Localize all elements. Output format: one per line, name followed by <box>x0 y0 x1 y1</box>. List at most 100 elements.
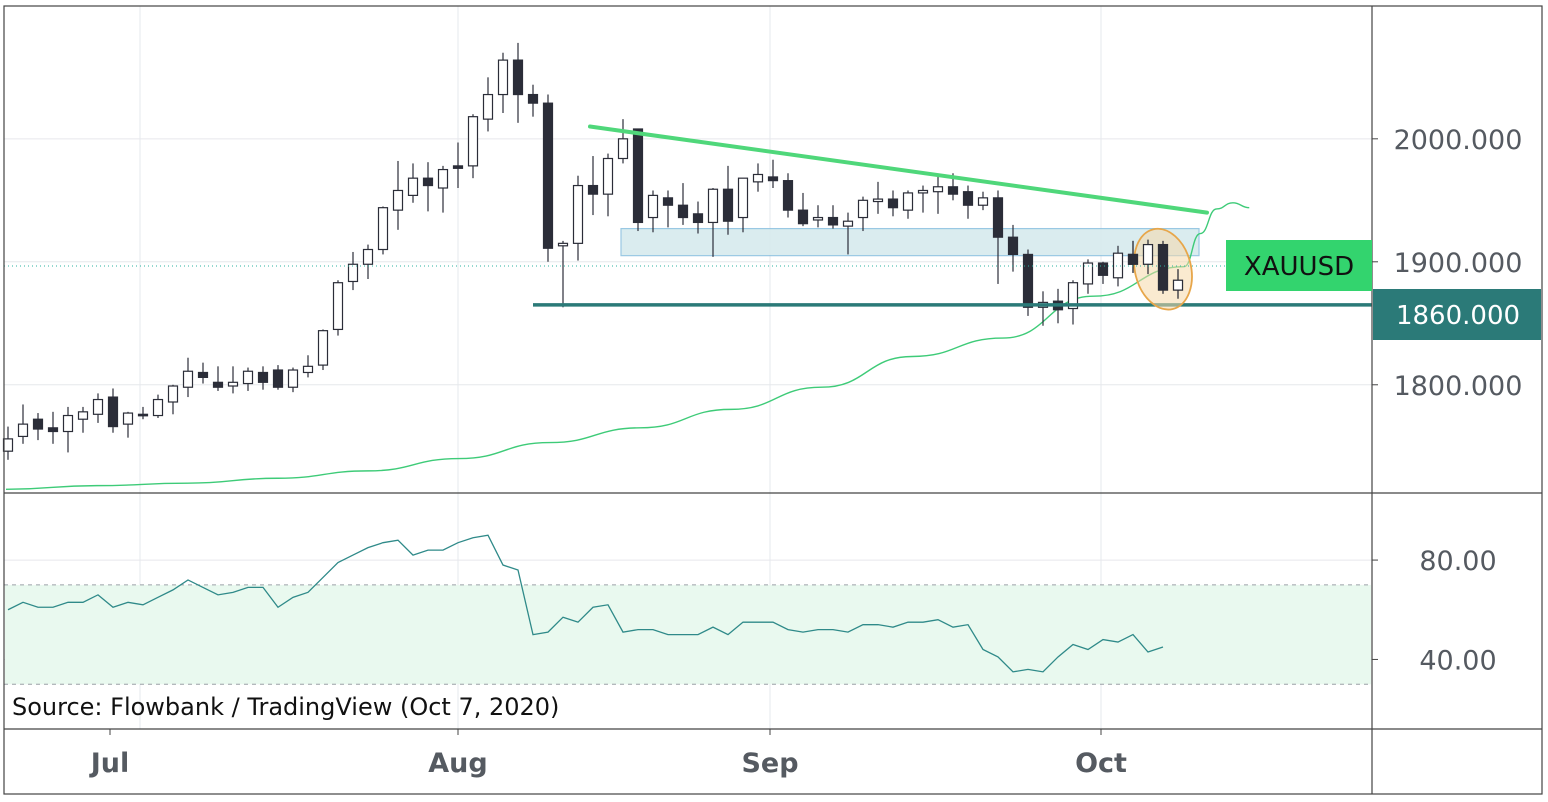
bullish-candle <box>647 190 659 233</box>
descending-trendline <box>588 124 1209 215</box>
candle-body <box>362 248 374 265</box>
candle-body <box>137 413 149 417</box>
candle-body <box>257 371 269 383</box>
symbol-badge: XAUUSD <box>1226 240 1372 291</box>
bullish-candle <box>872 181 884 214</box>
bullish-candle <box>437 165 449 213</box>
candle-body <box>737 177 749 219</box>
candle-body <box>377 207 389 251</box>
bullish-candle <box>1082 259 1094 294</box>
candle-body <box>857 199 869 219</box>
bearish-candle <box>722 165 734 235</box>
bullish-candle <box>617 119 629 164</box>
candle-body <box>242 370 254 385</box>
bearish-candle <box>992 190 1004 284</box>
bearish-candle <box>257 366 269 390</box>
bullish-candle <box>842 212 854 255</box>
candle-body <box>317 330 329 366</box>
bearish-candle <box>797 192 809 227</box>
candle-body <box>167 385 179 403</box>
bullish-candle <box>1112 245 1124 287</box>
candle-body <box>1112 252 1124 279</box>
time-axis: Jul Aug Sep Oct <box>89 729 1127 779</box>
candle-body <box>212 381 224 388</box>
candle-body <box>32 418 44 430</box>
bullish-candle <box>377 206 389 255</box>
candle-body <box>887 198 899 209</box>
candle-body <box>797 209 809 225</box>
symbol-label: XAUUSD <box>1244 252 1354 282</box>
candle-body <box>572 184 584 244</box>
bullish-candle <box>317 329 329 371</box>
candle-body <box>677 204 689 219</box>
candle-body <box>62 414 74 433</box>
bullish-candle <box>362 244 374 280</box>
bearish-candle <box>632 128 644 232</box>
price-marker-badge: 1860.000 <box>1373 289 1541 340</box>
candle-body <box>302 365 314 374</box>
bullish-candle <box>77 406 89 433</box>
candle-body <box>617 138 629 160</box>
candle-body <box>1097 262 1109 276</box>
candle-body <box>1067 282 1079 310</box>
candle-body <box>932 186 944 193</box>
bullish-candle <box>1172 269 1184 299</box>
bearish-candle <box>422 162 434 212</box>
candle-body <box>977 197 989 206</box>
bearish-candle <box>887 190 899 217</box>
bullish-candle <box>752 163 764 192</box>
candle-body <box>527 93 539 104</box>
candle-body <box>587 184 599 195</box>
bullish-candle <box>17 404 29 444</box>
bullish-candle <box>407 163 419 203</box>
bearish-candle <box>782 173 794 218</box>
candle-body <box>422 177 434 187</box>
candle-body <box>1007 236 1019 256</box>
bullish-candle <box>557 240 569 308</box>
rsi-pane: 80.00 40.00 <box>4 534 1497 685</box>
price-tick-label: 1800.000 <box>1394 371 1523 402</box>
candle-body <box>17 423 29 438</box>
candle-body <box>2 438 14 452</box>
candle-body <box>557 242 569 247</box>
bearish-candle <box>32 413 44 441</box>
candle-body <box>452 165 464 169</box>
candle-body <box>662 197 674 206</box>
candle-body <box>332 282 344 331</box>
candle-body <box>632 128 644 224</box>
bearish-candle <box>512 42 524 123</box>
bullish-candle <box>242 367 254 391</box>
bullish-candle <box>302 355 314 378</box>
candle-body <box>692 213 704 224</box>
bullish-candle <box>902 190 914 219</box>
trendline-path <box>588 124 1209 215</box>
bearish-candle <box>587 156 599 216</box>
candle-body <box>512 59 524 96</box>
bearish-candle <box>962 185 974 219</box>
candle-body <box>767 176 779 182</box>
bullish-candle <box>62 406 74 453</box>
candle-body <box>467 116 479 167</box>
bearish-candle <box>212 366 224 391</box>
bullish-candle <box>1142 239 1154 275</box>
price-marker-label: 1860.000 <box>1396 301 1520 331</box>
candle-body <box>1157 243 1169 291</box>
moving-average-path <box>5 202 1250 491</box>
bullish-candle <box>602 153 614 217</box>
bearish-candle <box>272 365 284 390</box>
candle-body <box>482 93 494 120</box>
candle-body <box>272 369 284 388</box>
bullish-candle <box>227 366 239 394</box>
moving-average-line <box>5 202 1250 491</box>
candle-body <box>647 194 659 219</box>
candle-body <box>872 198 884 203</box>
candle-body <box>842 220 854 227</box>
bearish-candle <box>452 142 464 189</box>
bullish-candle <box>167 384 179 415</box>
candle-body <box>722 188 734 222</box>
candle-body <box>197 371 209 378</box>
candle-body <box>497 59 509 96</box>
bullish-candle <box>392 160 404 230</box>
candle-body <box>992 197 1004 238</box>
